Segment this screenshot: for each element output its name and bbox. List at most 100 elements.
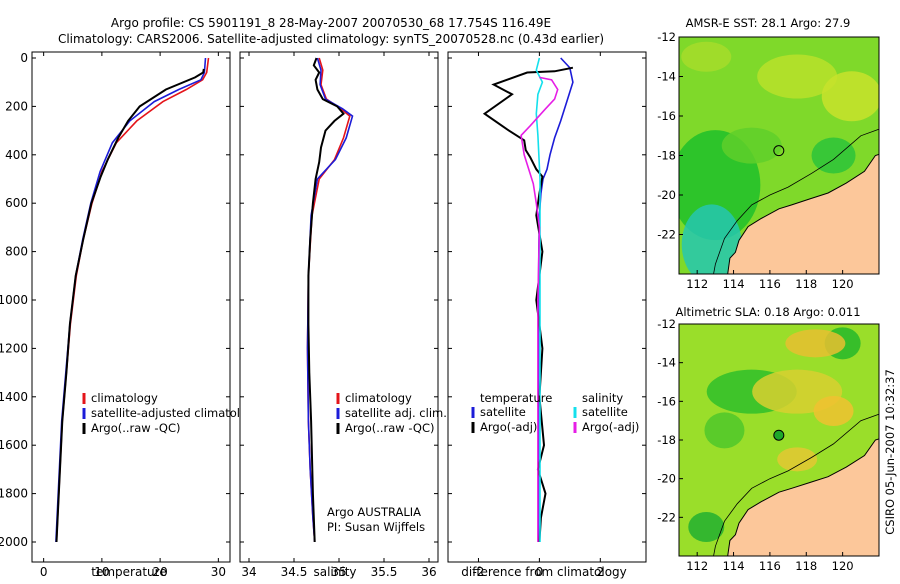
- figure-title-line1: Argo profile: CS 5901191_8 28-May-2007 2…: [111, 16, 551, 30]
- legend-entry: satellite: [582, 405, 628, 419]
- map-field: [679, 324, 879, 556]
- x-tick-label: 10: [94, 565, 109, 579]
- x-tick-label: -2: [472, 565, 484, 579]
- x-tick-label: 116: [759, 277, 781, 291]
- x-tick-label: 30: [211, 565, 226, 579]
- x-tick-label: 118: [795, 559, 817, 573]
- legend-entry: Argo(..raw -QC): [345, 421, 435, 435]
- temperature-profile-panel: 0 10 20 30 0 200 400 600 800 1000 1200 1400 1600 1800…: [0, 51, 261, 579]
- field-patch: [821, 71, 879, 122]
- y-tick-label: -18: [657, 149, 676, 163]
- sst-map-title: AMSR-E SST: 28.1 Argo: 27.9: [686, 16, 851, 30]
- argo-float-marker: [773, 145, 785, 157]
- plot-frame: [447, 51, 647, 563]
- x-tick-label: 35: [331, 565, 346, 579]
- y-tick-label: -16: [657, 394, 676, 408]
- x-tick-label: 34.5: [281, 565, 308, 579]
- y-tick-label: 1800: [0, 487, 28, 501]
- x-tick-label: 120: [832, 277, 854, 291]
- x-tick-label: 118: [795, 277, 817, 291]
- bathymetry-contour: [713, 128, 879, 274]
- legend-header-temperature: temperature: [480, 391, 552, 405]
- y-tick-label: 200: [5, 99, 28, 113]
- y-tick-label: 800: [5, 245, 28, 259]
- x-tick-label: 112: [686, 559, 708, 573]
- timestamp-stamp: CSIRO 05-Jun-2007 10:32:37: [883, 369, 897, 535]
- y-tick-label: 0: [20, 51, 28, 65]
- y-tick-label: -20: [657, 188, 676, 202]
- legend-entry: Argo(-adj): [582, 420, 639, 434]
- y-tick-label: -14: [657, 356, 676, 370]
- field-patch: [785, 329, 846, 358]
- field-patch: [811, 137, 856, 174]
- annotation-pi: PI: Susan Wijffels: [327, 520, 425, 534]
- y-tick-label: -22: [657, 228, 676, 242]
- y-tick-label: 600: [5, 196, 28, 210]
- y-tick-label: 2000: [0, 535, 28, 549]
- field-patch: [681, 204, 742, 274]
- series-line-satellite-adj-clim-: [306, 57, 354, 543]
- field-patch: [813, 396, 854, 426]
- salinity-axis-label: salinity: [313, 565, 356, 579]
- x-tick-label: 35.5: [371, 565, 398, 579]
- y-tick-label: 400: [5, 148, 28, 162]
- y-tick-label: -12: [657, 30, 676, 44]
- x-tick-label: 0: [40, 565, 48, 579]
- sla-map-panel: 112 114 116 118 120 -12 -14 -16 -18 -20 -22: [657, 317, 880, 573]
- x-tick-label: 36: [421, 565, 436, 579]
- field-patch: [688, 512, 725, 542]
- annotation-argo-australia: Argo AUSTRALIA: [327, 505, 421, 519]
- legend-header-salinity: salinity: [582, 391, 623, 405]
- plot-frame: [31, 51, 231, 563]
- legend-entry: satellite-adjusted climatology: [91, 406, 261, 420]
- plot-frame: [239, 51, 439, 563]
- legend-entry: satellite adj. clim.: [345, 406, 447, 420]
- x-tick-label: 114: [723, 559, 745, 573]
- x-tick-label: 20: [152, 565, 167, 579]
- series-line-argo-raw-qc-: [307, 57, 345, 543]
- land-mask: [727, 438, 879, 556]
- y-tick-label: -18: [657, 433, 676, 447]
- field-patch: [777, 447, 818, 472]
- x-tick-label: 0: [536, 565, 544, 579]
- difference-axis-label: difference from climatology: [461, 565, 627, 579]
- sla-map-title: Altimetric SLA: 0.18 Argo: 0.011: [675, 305, 860, 319]
- field-patch: [681, 41, 732, 72]
- bathymetry-contour: [713, 413, 879, 556]
- x-tick-label: 116: [759, 559, 781, 573]
- sst-map-panel: 112 114 116 118 120 -12 -14 -16 -18 -20 -22: [657, 30, 880, 291]
- x-tick-label: 120: [832, 559, 854, 573]
- argo-float-marker: [773, 429, 785, 441]
- y-tick-label: -14: [657, 70, 676, 84]
- y-tick-label: -22: [657, 510, 676, 524]
- series-line-temperature-argo-adj-: [482, 66, 574, 543]
- series-line-argo-raw-qc-: [55, 68, 205, 543]
- figure-title-line2: Climatology: CARS2006. Satellite-adjuste…: [58, 32, 604, 46]
- x-tick-label: 114: [723, 277, 745, 291]
- legend-entry: Argo(..raw -QC): [91, 421, 181, 435]
- x-tick-label: 34: [241, 565, 256, 579]
- legend-entry: Argo(-adj): [480, 420, 537, 434]
- field-patch: [721, 127, 782, 164]
- x-tick-label: 2: [596, 565, 604, 579]
- legend-entry: climatology: [345, 391, 412, 405]
- temperature-axis-label: temperature: [91, 565, 166, 579]
- y-tick-label: 1600: [0, 438, 28, 452]
- y-tick-label: -20: [657, 472, 676, 486]
- series-line-salinity-satellite: [535, 57, 544, 542]
- field-patch: [757, 54, 838, 99]
- y-tick-label: 1000: [0, 293, 28, 307]
- y-tick-label: -12: [657, 317, 676, 331]
- y-tick-label: -16: [657, 109, 676, 123]
- series-line-salinity-argo-adj-: [520, 76, 559, 542]
- legend-entry: satellite: [480, 405, 526, 419]
- land-mask: [727, 153, 879, 274]
- x-tick-label: 112: [686, 277, 708, 291]
- y-tick-label: 1200: [0, 341, 28, 355]
- map-field: [679, 37, 879, 274]
- y-tick-label: 1400: [0, 390, 28, 404]
- legend-entry: climatology: [91, 391, 158, 405]
